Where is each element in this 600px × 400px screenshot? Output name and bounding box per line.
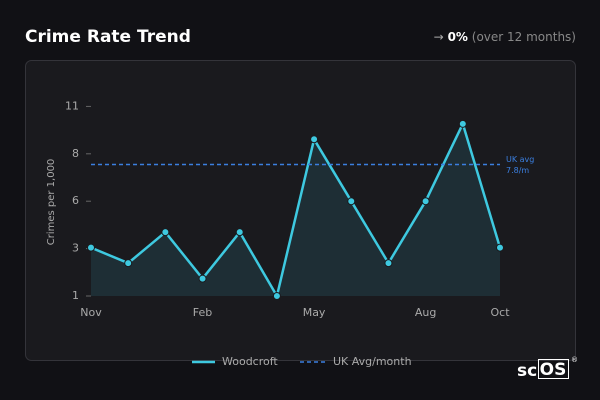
point [124, 259, 133, 268]
point [458, 119, 467, 128]
point [198, 274, 207, 283]
x-tick-label: Aug [415, 306, 436, 319]
legend-label: UK Avg/month [333, 355, 412, 368]
series-line [90, 122, 502, 298]
change-value: 0% [448, 30, 468, 44]
logo-mark: ® [571, 356, 578, 364]
reference-label: 7.8/m [506, 166, 529, 175]
y-tick-label: 11 [65, 99, 79, 112]
x-tick-label: Nov [80, 306, 102, 319]
logo-prefix: sc [517, 361, 537, 381]
y-tick-label: 1 [72, 289, 79, 302]
card [25, 60, 576, 361]
point [384, 259, 393, 268]
point [496, 243, 504, 252]
y-tick-label: 3 [72, 242, 79, 255]
x-tick-label: Feb [193, 306, 212, 319]
reference-label: UK avg [506, 155, 534, 164]
y-tick-label: 8 [72, 147, 79, 160]
point [310, 135, 319, 144]
point [347, 197, 356, 206]
x-tick-label: Oct [490, 306, 510, 319]
x-tick-label: May [303, 306, 326, 319]
point [87, 243, 95, 252]
point [161, 228, 170, 237]
point [235, 228, 244, 237]
point [272, 292, 281, 300]
change-arrow: → [434, 30, 444, 44]
change-period: (over 12 months) [472, 30, 576, 44]
area [91, 123, 500, 296]
logo-box [538, 359, 569, 379]
y-axis-label: Crimes per 1,000 [46, 159, 57, 246]
chart-title: Crime Rate Trend [25, 27, 191, 47]
y-tick-label: 6 [72, 194, 79, 207]
logo: sc OS ® [517, 356, 578, 381]
point [421, 197, 430, 206]
change-summary: → 0% (over 12 months) [434, 30, 576, 44]
legend-label: Woodcroft [222, 355, 278, 368]
logo-boxed: OS [540, 360, 567, 380]
